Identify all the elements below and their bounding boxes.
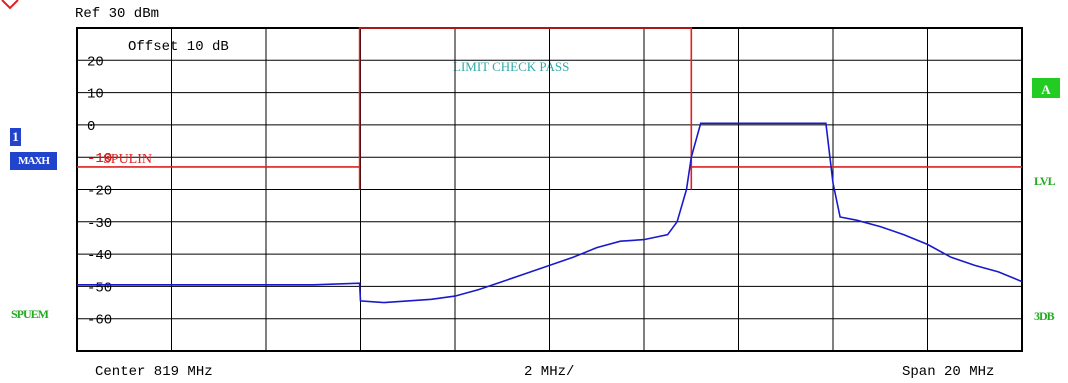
trace-1	[77, 122, 1023, 304]
y-tick-label: -60	[87, 313, 112, 329]
trace-number-text: 1	[12, 129, 19, 144]
y-tick-label: 20	[87, 54, 104, 70]
span-label: Span 20 MHz	[902, 364, 994, 380]
trace-1-path	[77, 122, 1023, 304]
trace-mode-text: MAXH	[18, 155, 50, 167]
limit-check-label: LIMIT CHECK PASS	[453, 59, 569, 74]
trace-a-badge: A	[1032, 78, 1060, 98]
limit-line	[77, 27, 1022, 190]
y-tick-label: -10	[87, 151, 112, 167]
grid-lines	[77, 28, 1022, 351]
marker-diamond-icon	[1, 0, 19, 10]
limit-state-label: LVL	[1034, 174, 1056, 188]
y-tick-label: -40	[87, 248, 112, 264]
y-tick-label: 0	[87, 119, 95, 135]
y-tick-label: -30	[87, 216, 112, 232]
limit-line-value-label: -10	[87, 151, 112, 167]
bandwidth-state-label: 3DB	[1034, 309, 1055, 323]
center-frequency-label: Center 819 MHz	[95, 364, 213, 380]
y-tick-label: 10	[87, 87, 104, 103]
y-tick-label: -20	[87, 184, 112, 200]
limit-line-path	[77, 27, 1022, 190]
limit-line-name: SPUEM	[11, 307, 49, 321]
trace-a-text: A	[1041, 82, 1051, 97]
trace-mode-badge: MAXH	[10, 152, 57, 170]
y-tick-label: -50	[87, 280, 112, 296]
trace-number-badge: 1	[10, 128, 21, 146]
offset-label: Offset 10 dB	[128, 39, 229, 55]
ref-level-label: Ref 30 dBm	[75, 6, 159, 22]
y-tick-labels: 20 10 0 -10 -20 -30 -40 -50 -60	[87, 54, 112, 328]
limit-line-name-label: SPULIN	[103, 152, 152, 167]
frequency-per-division-label: 2 MHz/	[524, 364, 574, 380]
